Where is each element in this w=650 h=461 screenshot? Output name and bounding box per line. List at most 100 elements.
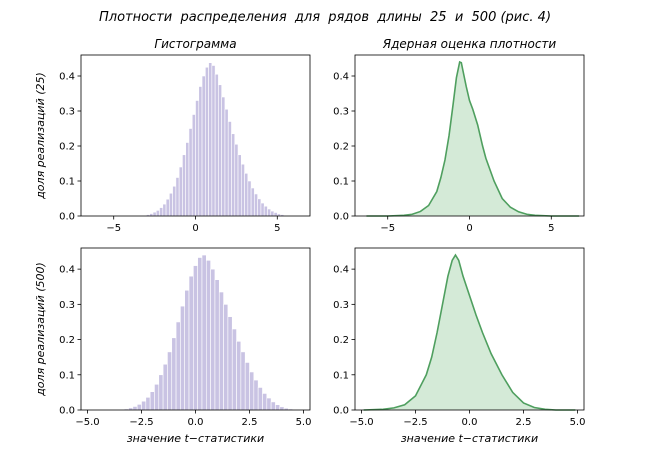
y-tick-label: 0.0 [59, 212, 75, 223]
x-tick-label: 5.0 [296, 417, 312, 428]
hist-bar [270, 210, 275, 217]
x-tick-label: 0 [466, 223, 472, 234]
hist-bar [182, 154, 186, 217]
y-tick-label: 0.4 [333, 72, 349, 83]
hist-bar [162, 363, 168, 411]
hist-bar [180, 305, 186, 411]
y-tick-label: 0.3 [333, 107, 349, 118]
x-tick-label: −5.0 [349, 417, 373, 428]
hist-bar [262, 393, 268, 411]
hist-bar [253, 379, 259, 411]
hist-bar [237, 154, 242, 217]
hist-bar [266, 397, 272, 411]
hist-bar [171, 337, 177, 411]
y-tick-label: 0.4 [333, 265, 349, 276]
kde-area [363, 255, 576, 410]
x-tick-label: −5 [106, 223, 121, 234]
hist-bar [218, 291, 224, 411]
hist-bar [191, 114, 196, 217]
hist-bar [175, 321, 181, 411]
hist-bar [210, 268, 216, 411]
hist-bar [198, 86, 203, 217]
y-tick-label: 0.2 [59, 142, 75, 153]
hist-bar [149, 391, 155, 411]
y-tick-label: 0.4 [59, 72, 75, 83]
kde-line [363, 253, 576, 411]
y-tick-label: 0.3 [59, 300, 75, 311]
hist-bar [211, 65, 216, 217]
hist-bar [208, 62, 213, 217]
hist-bar [279, 406, 285, 411]
hist-bar [227, 316, 233, 411]
subplot-title: Гистограмма [154, 37, 236, 51]
y-tick-label: 0.4 [59, 265, 75, 276]
hist-bar [145, 397, 151, 411]
y-axis-label: доля реализаций (500) [34, 262, 47, 397]
hist-bar [141, 400, 147, 411]
hist-bar [267, 208, 272, 217]
hist-bar [155, 210, 160, 217]
hist-bar [185, 142, 190, 217]
panel-2: −5 0 5 0.0 0.1 0.2 0.3 0.4 Ядерная оценка плотно… [333, 37, 585, 234]
hist-bar [236, 341, 242, 411]
hist-bar [206, 260, 211, 411]
hist-bar [250, 187, 255, 217]
hist-bar [169, 192, 173, 217]
hist-bar [257, 387, 263, 411]
y-tick-label: 0.0 [333, 212, 349, 223]
x-axis-label: значение t−статистики [127, 432, 264, 445]
hist-bar [257, 198, 262, 217]
hist-bar [175, 177, 180, 217]
hist-bar [223, 304, 229, 411]
x-tick-label: 5.0 [570, 417, 586, 428]
hist-bar [275, 404, 281, 411]
hist-bar [132, 406, 138, 411]
hist-bar [197, 257, 203, 411]
x-tick-label: 0.0 [188, 417, 204, 428]
x-tick-label: −2.5 [403, 417, 427, 428]
hist-bar [214, 73, 219, 217]
y-axis-label: доля реализаций (25) [34, 72, 47, 200]
x-tick-label: 0 [192, 223, 198, 234]
hist-bar [227, 121, 232, 217]
hist-bar [249, 371, 255, 411]
hist-bar [263, 205, 268, 217]
hist-bar [162, 203, 167, 217]
hist-bar [254, 193, 258, 217]
kde-area [366, 62, 580, 216]
hist-bar [218, 84, 222, 217]
hist-bar [201, 75, 206, 217]
hist-bar [221, 96, 226, 217]
x-tick-label: 5 [548, 223, 554, 234]
hist-bar [224, 108, 229, 217]
hist-bar [241, 163, 245, 217]
kde-line [366, 60, 580, 217]
y-tick-label: 0.2 [333, 142, 349, 153]
hist-bar [172, 185, 177, 217]
hist-bar [188, 275, 194, 411]
hist-bar [244, 362, 250, 411]
hist-bar [195, 100, 200, 217]
panel-4: −5.0 −2.5 0.0 2.5 5.0 0.0 0.1 0.2 0.3 0.4 значение… [333, 247, 586, 445]
hist-bar [136, 404, 142, 411]
y-tick-label: 0.2 [59, 335, 75, 346]
hist-bar [158, 374, 164, 411]
y-tick-label: 0.1 [59, 177, 75, 188]
hist-bar [165, 198, 170, 217]
hist-bar [188, 128, 193, 217]
y-tick-label: 0.0 [59, 406, 75, 417]
x-tick-label: 5 [274, 223, 280, 234]
hist-bar [201, 254, 207, 411]
y-tick-label: 0.3 [333, 300, 349, 311]
subplot-title: Ядерная оценка плотности [382, 37, 557, 51]
x-tick-label: −5 [380, 223, 395, 234]
y-tick-label: 0.1 [333, 370, 349, 381]
y-tick-label: 0.3 [59, 107, 75, 118]
hist-bar [244, 173, 249, 217]
hist-bar [214, 279, 220, 411]
hist-bar [178, 166, 183, 217]
hist-bar [184, 289, 190, 411]
hist-bar [270, 401, 276, 411]
x-tick-label: −5.0 [75, 417, 99, 428]
